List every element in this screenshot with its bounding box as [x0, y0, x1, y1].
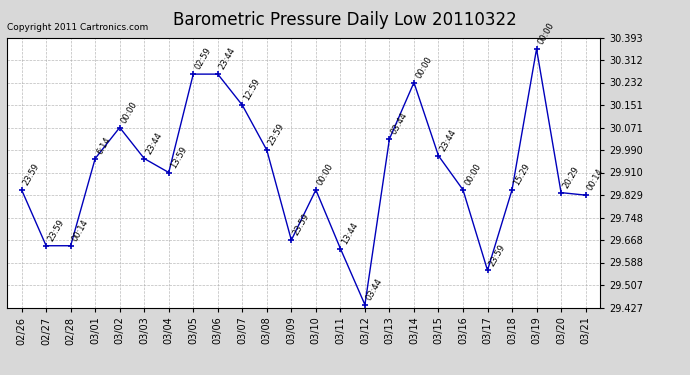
- Text: 23:44: 23:44: [144, 130, 164, 156]
- Text: 20:29: 20:29: [561, 165, 581, 190]
- Text: 23:59: 23:59: [21, 162, 41, 187]
- Text: 23:44: 23:44: [218, 46, 237, 71]
- Text: 23:59: 23:59: [46, 218, 66, 243]
- Text: 00:00: 00:00: [119, 100, 139, 125]
- Text: 00:00: 00:00: [316, 162, 335, 187]
- Text: 00:14: 00:14: [70, 218, 90, 243]
- Text: Copyright 2011 Cartronics.com: Copyright 2011 Cartronics.com: [8, 23, 148, 32]
- Text: 23:44: 23:44: [438, 128, 458, 153]
- Text: Barometric Pressure Daily Low 20110322: Barometric Pressure Daily Low 20110322: [173, 11, 517, 29]
- Text: 03:44: 03:44: [389, 111, 409, 136]
- Text: 23:59: 23:59: [488, 242, 507, 267]
- Text: 02:59: 02:59: [193, 46, 213, 71]
- Text: 12:59: 12:59: [242, 77, 262, 102]
- Text: 13:44: 13:44: [340, 220, 360, 246]
- Text: 00:00: 00:00: [537, 21, 556, 46]
- Text: 23:59: 23:59: [291, 212, 311, 237]
- Text: 00:14: 00:14: [586, 167, 605, 192]
- Text: 23:59: 23:59: [267, 122, 286, 147]
- Text: 00:00: 00:00: [463, 162, 482, 187]
- Text: 15:29: 15:29: [512, 162, 532, 187]
- Text: 03:44: 03:44: [365, 277, 384, 302]
- Text: 6:14: 6:14: [95, 135, 112, 156]
- Text: 13:59: 13:59: [169, 144, 188, 170]
- Text: 00:00: 00:00: [414, 55, 433, 80]
